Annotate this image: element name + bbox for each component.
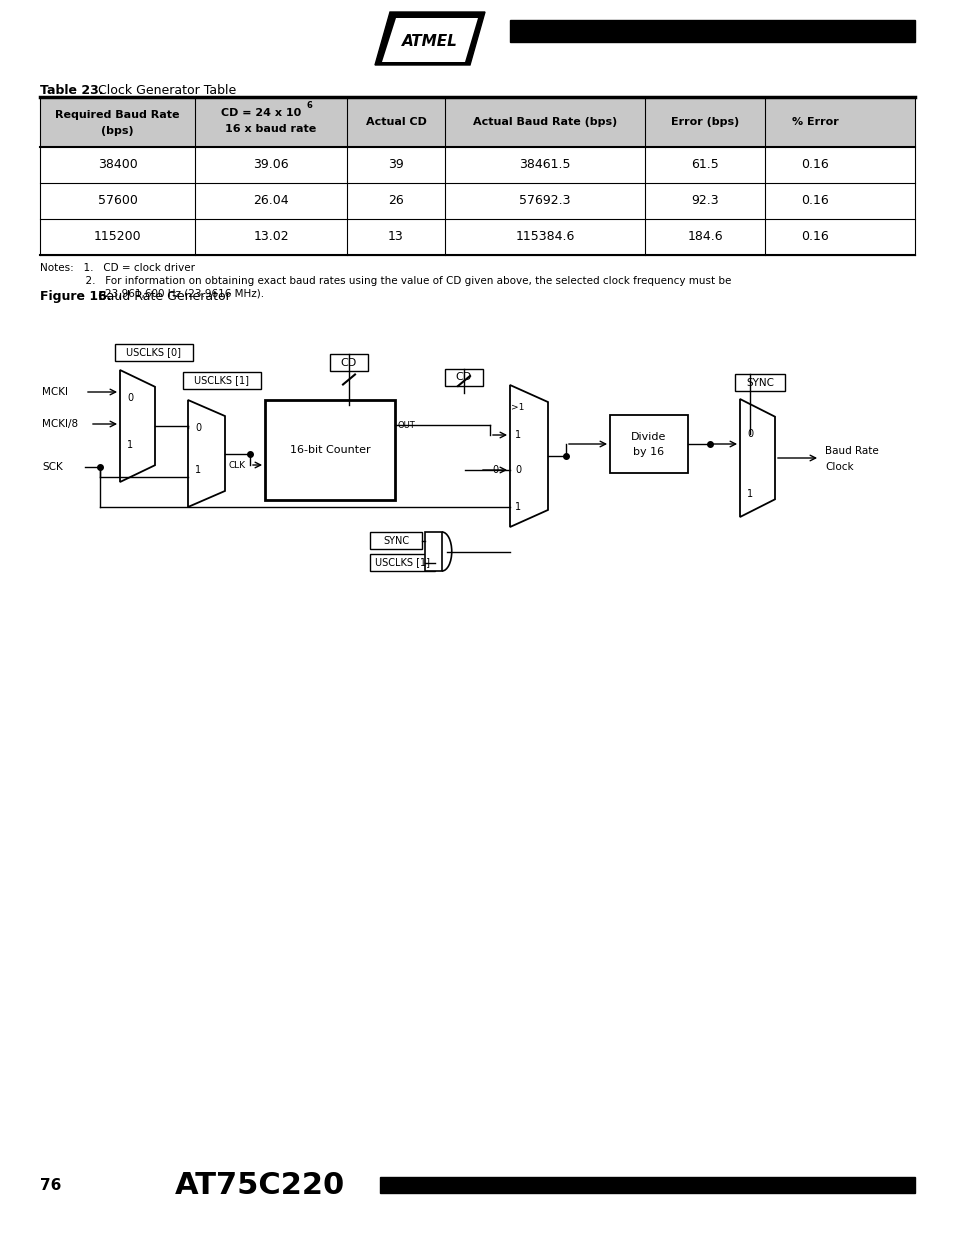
Text: Actual Baud Rate (bps): Actual Baud Rate (bps) <box>473 117 617 127</box>
Text: Clock: Clock <box>824 462 853 472</box>
Text: 38461.5: 38461.5 <box>518 158 570 172</box>
Bar <box>370 555 435 571</box>
Text: 61.5: 61.5 <box>690 158 719 172</box>
Text: 76: 76 <box>40 1177 61 1193</box>
Text: USCLKS [0]: USCLKS [0] <box>127 347 181 357</box>
Text: 26.04: 26.04 <box>253 194 289 207</box>
Bar <box>734 374 784 391</box>
Polygon shape <box>188 400 225 508</box>
Bar <box>40 98 914 147</box>
Text: MCKI: MCKI <box>42 387 68 396</box>
Text: (bps): (bps) <box>101 126 133 136</box>
Text: 1: 1 <box>515 430 520 440</box>
Text: Error (bps): Error (bps) <box>670 117 739 127</box>
Text: Required Baud Rate: Required Baud Rate <box>55 110 179 120</box>
Bar <box>370 532 421 550</box>
Text: 0.16: 0.16 <box>801 194 828 207</box>
Bar <box>379 1177 914 1193</box>
Text: Baud Rate: Baud Rate <box>824 446 878 456</box>
Text: Actual CD: Actual CD <box>365 117 426 127</box>
Text: SCK: SCK <box>42 462 63 472</box>
Bar <box>330 354 368 370</box>
Text: 0: 0 <box>492 466 497 475</box>
Polygon shape <box>510 385 547 527</box>
Text: 0: 0 <box>127 393 132 403</box>
Text: 115200: 115200 <box>93 231 141 243</box>
Text: OUT: OUT <box>397 420 416 430</box>
Text: 0: 0 <box>515 466 520 475</box>
Text: AT75C220: AT75C220 <box>174 1171 345 1199</box>
Text: USCLKS [1]: USCLKS [1] <box>194 375 250 385</box>
Text: CD: CD <box>456 373 472 383</box>
Text: 26: 26 <box>388 194 403 207</box>
Text: 38400: 38400 <box>97 158 137 172</box>
Bar <box>444 369 482 387</box>
Text: 23,961,600 Hz (23.9616 MHz).: 23,961,600 Hz (23.9616 MHz). <box>40 289 264 299</box>
Text: Divide: Divide <box>631 432 666 442</box>
Polygon shape <box>120 370 154 482</box>
Text: CD = 24 x 10: CD = 24 x 10 <box>221 107 301 119</box>
Text: 2.   For information on obtaining exact baud rates using the value of CD given a: 2. For information on obtaining exact ba… <box>40 275 731 287</box>
Text: 39: 39 <box>388 158 403 172</box>
Bar <box>424 532 441 571</box>
Text: 184.6: 184.6 <box>686 231 722 243</box>
Text: Clock Generator Table: Clock Generator Table <box>98 84 236 98</box>
Text: 13.02: 13.02 <box>253 231 289 243</box>
Text: CLK: CLK <box>228 461 245 469</box>
Bar <box>510 20 914 42</box>
Text: 57600: 57600 <box>97 194 137 207</box>
Text: 16 x baud rate: 16 x baud rate <box>225 124 316 135</box>
Text: 1: 1 <box>194 466 201 475</box>
Text: 92.3: 92.3 <box>691 194 718 207</box>
Text: MCKI/8: MCKI/8 <box>42 419 78 429</box>
Text: USCLKS [1]: USCLKS [1] <box>375 557 430 568</box>
Text: SYNC: SYNC <box>745 378 773 388</box>
Text: CD: CD <box>340 357 356 368</box>
Text: 115384.6: 115384.6 <box>515 231 574 243</box>
Text: 1: 1 <box>515 501 520 513</box>
Text: by 16: by 16 <box>633 447 664 457</box>
Text: 0: 0 <box>194 424 201 433</box>
Text: Notes:   1.   CD = clock driver: Notes: 1. CD = clock driver <box>40 263 194 273</box>
Text: Table 23.: Table 23. <box>40 84 103 98</box>
Polygon shape <box>381 19 477 62</box>
Bar <box>183 372 261 389</box>
Bar <box>609 415 687 473</box>
Text: 0.16: 0.16 <box>801 158 828 172</box>
Text: Baud Rate Generator: Baud Rate Generator <box>98 290 231 303</box>
Text: 1: 1 <box>746 489 752 499</box>
Text: % Error: % Error <box>791 117 838 127</box>
Text: 39.06: 39.06 <box>253 158 289 172</box>
Text: ATMEL: ATMEL <box>401 35 457 49</box>
Text: >1: >1 <box>511 403 524 411</box>
Text: 0.16: 0.16 <box>801 231 828 243</box>
Text: 13: 13 <box>388 231 403 243</box>
Text: 57692.3: 57692.3 <box>518 194 570 207</box>
Text: 1: 1 <box>127 440 132 450</box>
Text: 16-bit Counter: 16-bit Counter <box>290 445 370 454</box>
Text: 6: 6 <box>307 101 313 110</box>
Text: 0: 0 <box>746 429 752 438</box>
Text: SYNC: SYNC <box>382 536 409 546</box>
Bar <box>265 400 395 500</box>
Polygon shape <box>375 12 484 65</box>
Polygon shape <box>740 399 774 517</box>
Bar <box>115 345 193 361</box>
Text: Figure 16.: Figure 16. <box>40 290 112 303</box>
